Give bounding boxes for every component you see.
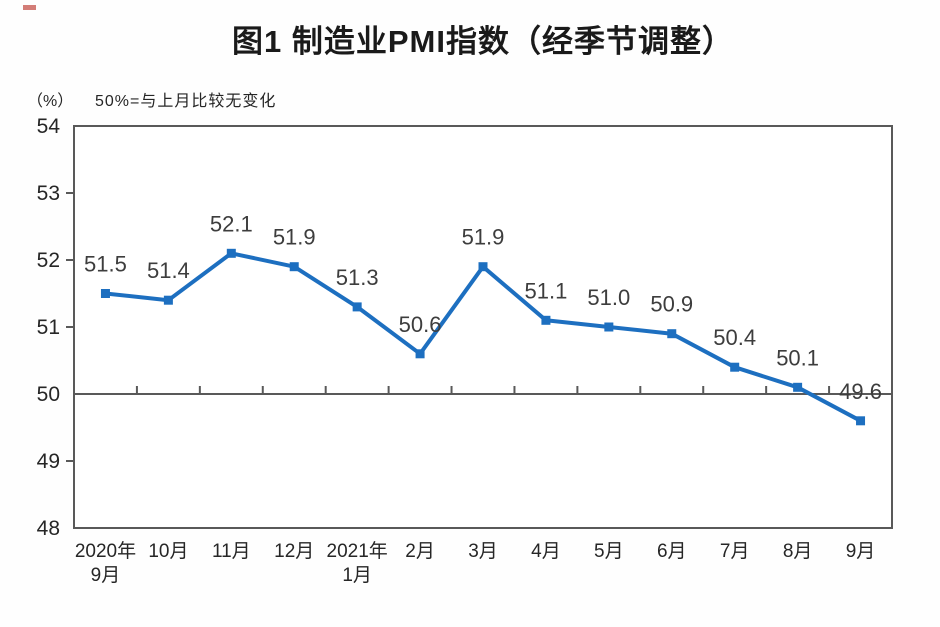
data-label: 50.6 [399,312,442,337]
x-tick-label: 2月 [405,541,435,562]
x-tick-label: 7月 [720,541,750,562]
data-point-marker [793,382,803,392]
data-point-marker [226,248,236,258]
x-tick-label: 2021年 1月 [327,540,388,586]
y-axis [66,192,74,462]
data-point-marker [100,289,110,298]
data-label: 49.6 [839,379,882,404]
data-label: 51.1 [525,278,568,303]
data-point-marker [352,302,362,312]
data-label: 50.4 [713,325,756,350]
y-tick-label: 49 [37,450,60,473]
x-tick-label: 5月 [594,541,624,562]
data-point-marker [541,315,551,325]
data-label: 51.3 [336,265,379,290]
y-tick-label: 54 [37,115,61,138]
y-axis-unit-label: （%） [27,93,74,110]
x-tick-label: 2020年 9月 [75,540,136,586]
y-tick-label: 53 [37,182,60,205]
y-tick-label: 50 [37,383,60,406]
x-tick-label: 3月 [468,541,498,562]
data-point-marker [289,262,299,272]
data-label: 52.1 [210,211,253,236]
series-markers [100,248,866,426]
data-point-marker [730,362,740,372]
data-label: 51.9 [273,225,316,250]
x-axis-labels: 2020年 9月 10月 11月 12月 2021年 1月 2月 3月 4月 5月 6月 7月 8月 9月 [75,540,876,586]
x-tick-label: 11月 [212,541,251,562]
data-label: 50.9 [650,292,693,317]
data-point-marker [163,295,173,305]
x-tick-label: 4月 [531,541,561,562]
y-tick-label: 52 [37,249,60,272]
data-label: 51.9 [462,225,505,250]
x-tick-label: 6月 [657,541,687,562]
data-point-marker [604,322,614,332]
data-label: 51.0 [587,285,630,310]
y-tick-label: 51 [37,316,60,339]
x-tick-label: 12月 [274,541,314,562]
x-tick-label: 10月 [148,541,188,562]
data-point-marker [667,329,677,339]
x-axis-ticks [135,386,831,394]
page-artifact-red-mark [23,5,36,10]
data-point-marker [856,416,866,426]
y-tick-label: 48 [37,517,60,540]
data-point-marker [415,349,425,359]
data-label: 51.4 [147,258,190,283]
data-point-marker [478,262,488,272]
x-tick-label: 8月 [783,541,813,562]
data-label: 50.1 [776,345,819,370]
reference-line-note: 50%=与上月比较无变化 [95,93,277,110]
x-tick-label: 9月 [846,541,876,562]
data-label: 51.5 [84,252,127,277]
chart-title: 图1 制造业PMI指数（经季节调整） [232,24,734,59]
plot-frame [73,125,893,529]
